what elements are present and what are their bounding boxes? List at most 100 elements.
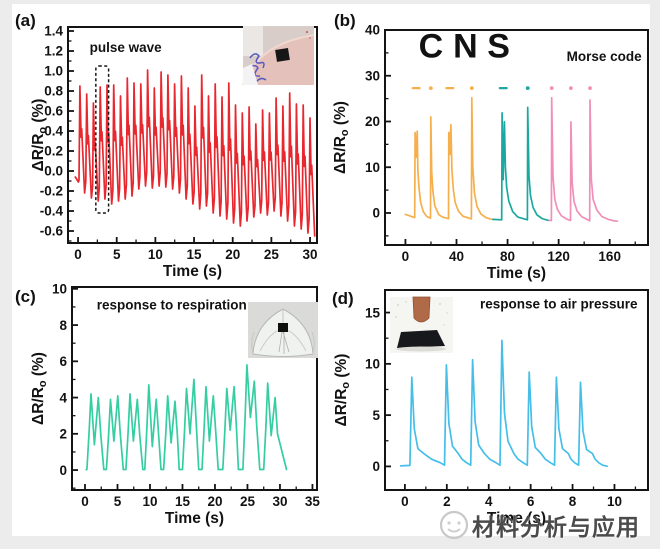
panel-d-air-pressure-chart: 0 2 4 6 8 10 0 5 10 15 Time (s) ΔR/Ro (%) response t… bbox=[333, 289, 649, 527]
x-tick-label: 25 bbox=[240, 494, 256, 509]
x-tick-label: 0 bbox=[402, 249, 410, 264]
y-tick-label: 20 bbox=[365, 114, 380, 129]
x-tick-label: 10 bbox=[148, 247, 163, 262]
y-tick-label: 1.0 bbox=[44, 64, 63, 79]
morse-dot-marker bbox=[469, 86, 474, 90]
x-axis-label: Time (s) bbox=[487, 510, 546, 527]
x-tick-label: 20 bbox=[225, 247, 240, 262]
y-axis-label: ΔR/Ro (%) bbox=[30, 352, 49, 425]
x-tick-label: 80 bbox=[500, 249, 515, 264]
x-axis-label: Time (s) bbox=[165, 510, 224, 527]
x-tick-label: 4 bbox=[485, 494, 493, 509]
morse-dash-marker bbox=[411, 86, 421, 90]
y-tick-label: 1.2 bbox=[44, 44, 63, 59]
x-axis-label: Time (s) bbox=[163, 263, 222, 280]
x-tick-label: 40 bbox=[449, 249, 464, 264]
panel-label-b: (b) bbox=[334, 11, 356, 30]
speckle bbox=[395, 316, 397, 318]
y-tick-label: 0.2 bbox=[44, 144, 63, 159]
chart-annotation: response to air pressure bbox=[480, 296, 638, 311]
y-tick-label: 10 bbox=[52, 282, 67, 297]
morse-dot-marker bbox=[525, 86, 530, 90]
y-tick-label: 15 bbox=[365, 305, 381, 320]
y-axis-label: ΔR/Ro (%) bbox=[30, 99, 49, 172]
x-tick-label: 0 bbox=[81, 494, 89, 509]
speckle bbox=[396, 303, 400, 307]
axes-frame bbox=[71, 286, 318, 491]
finger-press-photo-inset bbox=[390, 296, 453, 353]
x-tick-label: 5 bbox=[114, 494, 122, 509]
mask-straps bbox=[251, 331, 315, 355]
series-line-C bbox=[404, 96, 494, 221]
wrist-photo-inset bbox=[242, 26, 315, 86]
mask-photo-inset bbox=[248, 302, 318, 358]
morse-code-note: Morse code bbox=[567, 49, 643, 64]
morse-letter-S: S bbox=[487, 27, 510, 65]
x-tick-label: 0 bbox=[74, 247, 82, 262]
x-tick-label: 6 bbox=[527, 494, 535, 509]
sensor-square bbox=[275, 47, 290, 62]
x-tick-label: 5 bbox=[113, 247, 121, 262]
y-tick-label: 0.0 bbox=[44, 164, 63, 179]
panel-c-respiration-chart: 0 5 10 15 20 25 30 35 0 2 4 6 8 10 Time (s) ΔR/Ro (%) re… bbox=[30, 282, 321, 527]
y-tick-label: -0.6 bbox=[40, 224, 64, 239]
skin-speck bbox=[309, 37, 311, 39]
y-tick-label: 10 bbox=[365, 357, 380, 372]
y-tick-label: 0.4 bbox=[44, 124, 63, 139]
x-tick-label: 20 bbox=[207, 494, 222, 509]
morse-dot-marker bbox=[588, 86, 592, 90]
pulse-highlight-box bbox=[95, 65, 110, 214]
morse-dot-marker bbox=[549, 86, 554, 90]
x-tick-label: 30 bbox=[272, 494, 287, 509]
watermark: 材料分析与应用 bbox=[438, 508, 640, 542]
y-tick-label: 1.4 bbox=[44, 24, 63, 39]
morse-dot-marker bbox=[428, 86, 433, 90]
y-tick-label: 0 bbox=[372, 206, 380, 221]
watermark-text: 材料分析与应用 bbox=[472, 514, 640, 540]
x-tick-label: 0 bbox=[401, 494, 409, 509]
y-tick-label: 2 bbox=[59, 427, 67, 442]
speckle bbox=[443, 324, 445, 326]
sensor-film bbox=[397, 330, 445, 348]
panel-label-d: (d) bbox=[332, 289, 354, 308]
series-line-S bbox=[548, 96, 619, 223]
x-tick-label: 160 bbox=[598, 249, 621, 264]
y-axis-label: ΔR/Ro (%) bbox=[332, 101, 351, 174]
x-tick-label: 35 bbox=[305, 494, 321, 509]
sensor-wires bbox=[278, 331, 290, 354]
morse-letter-C: C bbox=[419, 27, 444, 65]
morse-dash-marker bbox=[498, 86, 508, 90]
morse-dot-marker bbox=[568, 86, 573, 90]
y-tick-label: 8 bbox=[59, 318, 67, 333]
y-tick-label: -0.4 bbox=[40, 204, 64, 219]
panel-label-c: (c) bbox=[15, 287, 36, 306]
y-axis-label: ΔR/Ro (%) bbox=[333, 354, 352, 427]
wrist-band bbox=[243, 64, 258, 85]
skin-speck bbox=[305, 30, 309, 34]
y-tick-label: 30 bbox=[365, 68, 380, 83]
morse-dash-marker bbox=[445, 86, 455, 90]
sensor-square bbox=[278, 323, 288, 332]
speckle bbox=[438, 302, 442, 306]
morse-letter-N: N bbox=[453, 27, 478, 65]
y-tick-label: 10 bbox=[365, 160, 380, 175]
panel-a-pulse-wave-chart: 0 5 10 15 20 25 30 -0.6 -0.4 -0.2 0.0 0.2 0.4 0.6 0.8 1… bbox=[30, 24, 318, 280]
series-line-c bbox=[85, 364, 288, 471]
axes-frame bbox=[67, 26, 318, 244]
axes-frame bbox=[384, 29, 649, 246]
y-tick-label: 4 bbox=[59, 390, 67, 405]
x-tick-label: 8 bbox=[569, 494, 577, 509]
y-tick-label: 0 bbox=[372, 459, 380, 474]
x-tick-label: 2 bbox=[443, 494, 451, 509]
y-tick-label: 5 bbox=[372, 408, 380, 423]
panel-label-a: (a) bbox=[15, 11, 36, 30]
photo-highlight bbox=[243, 26, 263, 56]
x-tick-label: 15 bbox=[175, 494, 191, 509]
chart-annotation: response to respiration bbox=[97, 298, 247, 313]
watermark-logo-icon bbox=[439, 510, 469, 540]
x-tick-label: 30 bbox=[303, 247, 318, 262]
series-line-a bbox=[74, 69, 316, 237]
x-tick-label: 120 bbox=[547, 249, 570, 264]
y-tick-label: 0.6 bbox=[44, 104, 63, 119]
